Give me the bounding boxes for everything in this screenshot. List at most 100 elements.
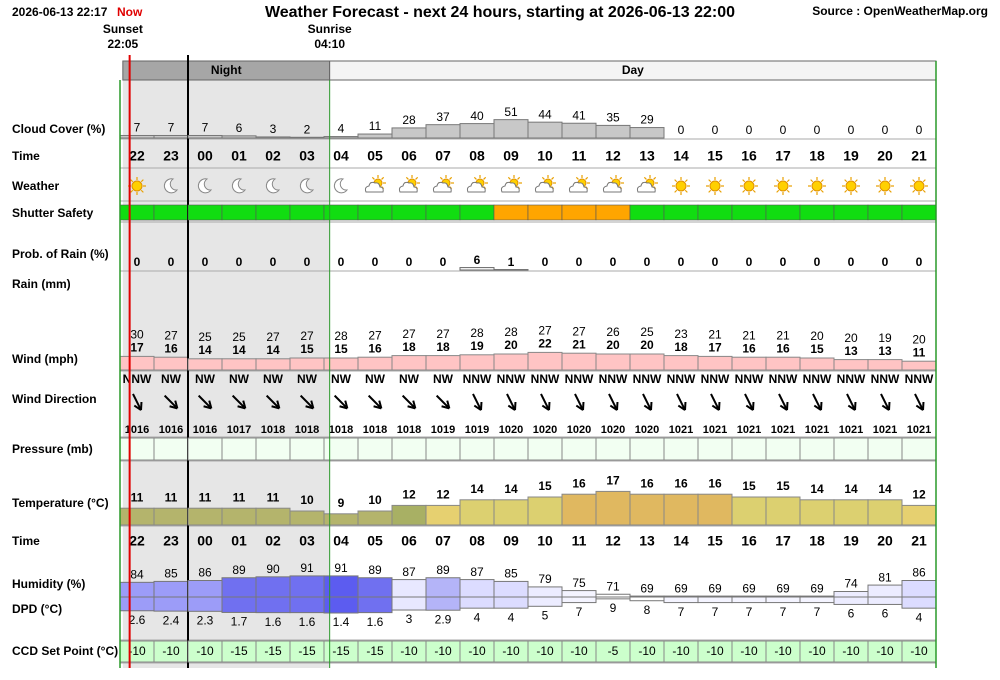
shutter-cell [833, 204, 869, 221]
arrow-shaft [506, 393, 516, 410]
dpd-value: 7 [780, 605, 787, 619]
hour: 03 [299, 148, 315, 164]
arrow-shaft [265, 394, 280, 409]
dpd-value: 7 [712, 605, 719, 619]
humidity-value: 87 [402, 565, 416, 579]
weather-icon [197, 178, 213, 194]
wind-bar [663, 355, 699, 371]
humidity-bar [561, 590, 597, 598]
arrow-head [677, 401, 687, 411]
wind-arrow [506, 393, 517, 411]
cloud-value: 0 [848, 123, 855, 137]
dpd-value: 7 [576, 605, 583, 619]
ccd-value: -10 [808, 644, 826, 658]
wind-speed: 15 [334, 342, 348, 356]
cloud-bar [459, 123, 495, 139]
arrow-head [847, 401, 857, 411]
wind-speed: 14 [266, 343, 280, 357]
sun-ray [140, 179, 144, 183]
hour: 05 [367, 148, 383, 164]
wind-bar [357, 356, 393, 371]
hour: 01 [231, 533, 247, 549]
rain-prob-value: 0 [134, 255, 141, 269]
rain-prob-value: 0 [712, 255, 719, 269]
sun-ray [878, 189, 882, 193]
weather-icon [602, 175, 624, 193]
dpd-bar [527, 596, 563, 607]
cloud-value: 6 [236, 121, 243, 135]
ccd-value: -15 [264, 644, 282, 658]
cloud [432, 181, 452, 193]
wind-direction: NNW [633, 372, 662, 386]
sunrise-label: Sunrise [308, 22, 352, 36]
dpd-bar [289, 596, 325, 614]
humidity-bar [833, 591, 869, 598]
dpd-bar [799, 596, 835, 604]
pressure-cell [255, 437, 291, 461]
sun-ray [820, 179, 824, 183]
sun [743, 180, 755, 192]
dpd-bar [323, 596, 359, 614]
wind-speed: 18 [402, 340, 416, 354]
rain-prob-value: 0 [678, 255, 685, 269]
now-label: Now [117, 5, 143, 19]
dpd-value: 6 [848, 607, 855, 621]
cloud-value: 44 [538, 107, 552, 121]
ccd-value: -10 [400, 644, 418, 658]
rain-prob-value: 0 [304, 255, 311, 269]
arrow-shaft [299, 394, 314, 409]
temperature-bar [527, 496, 563, 526]
pressure-value: 1021 [703, 424, 727, 436]
dpd-bar [561, 596, 597, 604]
sun-ray [585, 176, 589, 180]
arrow-shaft [914, 393, 924, 410]
wind-speed: 20 [504, 338, 518, 352]
ccd-value: -10 [196, 644, 214, 658]
cloud [466, 181, 486, 193]
wind-bar [561, 352, 597, 371]
wind-speed: 14 [232, 343, 246, 357]
arrow-head [813, 401, 823, 411]
temperature-bar [561, 493, 597, 526]
sun-ray [708, 189, 712, 193]
pressure-cell [833, 437, 869, 461]
pressure-cell [119, 437, 155, 461]
dpd-value: 2.4 [163, 613, 180, 627]
cloud-value: 7 [202, 121, 209, 135]
wind-speed: 11 [913, 345, 926, 359]
hour: 02 [265, 148, 281, 164]
wind-gust: 21 [742, 328, 756, 342]
pressure-value: 1016 [159, 424, 183, 436]
arrow-shaft [812, 393, 822, 410]
weather-icon [163, 178, 179, 194]
humidity-value: 85 [504, 567, 518, 581]
temperature-bar [799, 499, 835, 526]
wind-arrow [163, 394, 179, 410]
cloud-bar [391, 127, 427, 139]
cloud [636, 181, 656, 193]
row-label: Rain (mm) [12, 277, 71, 291]
humidity-bar [221, 577, 257, 598]
cloud-value: 40 [470, 109, 484, 123]
cloud-bar [119, 134, 155, 139]
weather-icon [265, 178, 281, 194]
temperature-value: 11 [131, 490, 144, 504]
dpd-value: 7 [814, 605, 821, 619]
arrow-shaft [574, 393, 584, 410]
dpd-bar [357, 596, 393, 614]
sun-ray [130, 189, 134, 193]
temperature-bar [867, 499, 903, 526]
weather-icon [231, 178, 247, 194]
temperature-bar [697, 493, 733, 526]
arrow-head [711, 401, 721, 411]
shutter-cell [289, 204, 325, 221]
pressure-value: 1018 [329, 424, 353, 436]
sun-ray [684, 189, 688, 193]
wind-arrow [472, 393, 483, 411]
sun-ray [922, 179, 926, 183]
wind-speed: 15 [300, 342, 314, 356]
rain-prob-value: 0 [406, 255, 413, 269]
cloud-bar [255, 136, 291, 139]
humidity-bar [527, 586, 563, 598]
pressure-value: 1018 [295, 424, 319, 436]
